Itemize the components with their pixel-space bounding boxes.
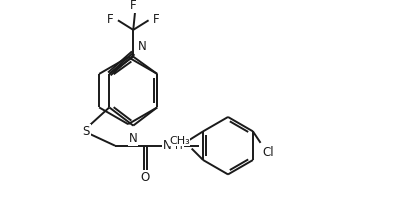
Text: F: F [130,0,136,12]
Text: F: F [153,13,160,26]
Text: F: F [107,13,113,26]
Text: N: N [163,139,171,152]
Text: N: N [138,40,147,53]
Text: S: S [83,125,90,138]
Text: N: N [129,132,138,145]
Text: Cl: Cl [262,146,274,159]
Text: CH₃: CH₃ [169,136,190,146]
Text: H: H [176,141,183,151]
Text: O: O [140,171,150,184]
